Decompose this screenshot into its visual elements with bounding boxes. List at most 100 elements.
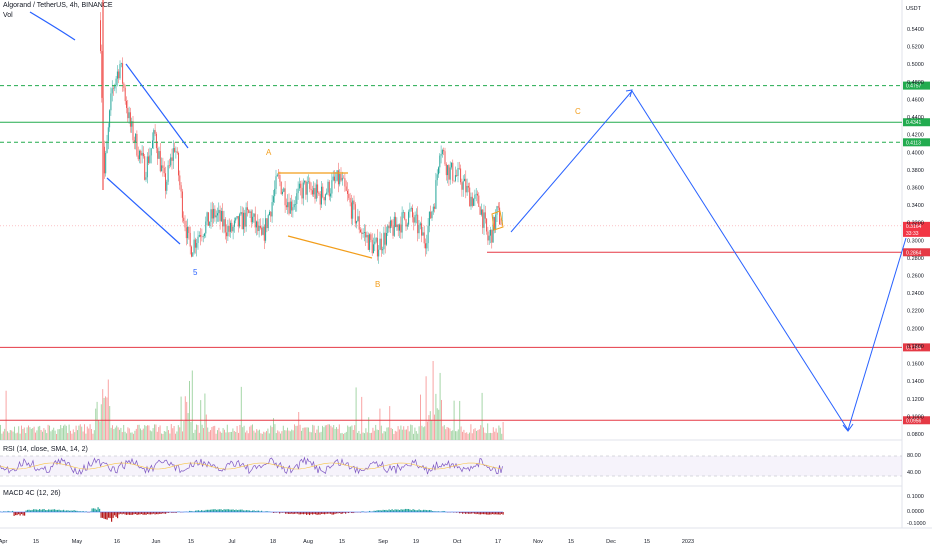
candle-body (350, 202, 352, 219)
volume-bar (134, 430, 136, 440)
candle-body (227, 226, 229, 237)
price-level-label: 0.4757 (906, 84, 922, 90)
macd-bar (78, 511, 80, 512)
macd-bar (306, 512, 308, 515)
macd-bar (46, 510, 48, 512)
volume-bar (411, 425, 413, 440)
candle-body (278, 174, 280, 176)
volume-bar (201, 424, 203, 440)
candle-body (461, 182, 463, 190)
macd-bar (214, 509, 216, 512)
volume-bar (442, 426, 444, 440)
volume-bar (390, 427, 392, 440)
candle-body (213, 208, 215, 219)
candle-body (176, 151, 178, 154)
volume-bar (501, 433, 503, 440)
volume-bar (326, 425, 328, 440)
volume-bar (109, 406, 111, 440)
volume-bar (57, 429, 59, 440)
candle-body (449, 167, 451, 180)
candle-body (107, 127, 109, 142)
macd-bar (159, 512, 161, 514)
candle-body (487, 231, 489, 241)
macd-bar (252, 510, 254, 512)
volume-bar (259, 429, 260, 440)
candle-body (175, 151, 177, 152)
volume-bar (127, 427, 129, 440)
macd-bar (276, 512, 278, 513)
candle-body (170, 157, 172, 166)
candle-body (321, 186, 322, 205)
candle-body (101, 51, 103, 98)
volume-bar (161, 433, 162, 440)
candle-body (348, 193, 350, 198)
macd-bar (259, 511, 261, 512)
candle-body (478, 195, 480, 207)
candle-body (334, 176, 335, 181)
candle-body (144, 156, 146, 180)
candle-body (477, 193, 478, 196)
volume-bar (256, 429, 258, 440)
volume-bar (156, 431, 158, 440)
volume-bar (226, 424, 228, 440)
price-level-badge (903, 138, 930, 147)
rsi-line (0, 456, 503, 475)
volume-bar (331, 427, 333, 440)
macd-bar (33, 509, 35, 512)
volume-bar (322, 425, 323, 440)
macd-bar (18, 512, 20, 515)
candle-body (187, 226, 189, 239)
candle-body (441, 150, 443, 155)
macd-bar (294, 512, 296, 514)
volume-bar (95, 408, 97, 440)
candle-body (267, 215, 269, 229)
macd-bar (118, 512, 120, 515)
volume-bar (334, 428, 336, 440)
volume-bar (498, 425, 500, 440)
macd-bar (132, 512, 134, 515)
price-tick-label: 0.4200 (907, 133, 924, 139)
volume-bar (289, 431, 291, 440)
candle-body (132, 121, 134, 141)
volume-bar (260, 433, 262, 440)
candle-body (214, 208, 216, 218)
volume-bar (410, 424, 412, 440)
macd-bar (363, 511, 365, 512)
candle-body (149, 155, 151, 163)
macd-bar (79, 511, 81, 512)
candle-body (388, 225, 390, 229)
macd-bar (319, 512, 321, 515)
candle-body (188, 226, 190, 233)
macd-bar (468, 512, 470, 514)
candle-body (159, 151, 161, 172)
candle-body (305, 180, 307, 195)
macd-bar (408, 508, 410, 512)
volume-bar (182, 431, 183, 440)
volume-bar (163, 430, 165, 440)
candle-body (341, 177, 343, 181)
volume-bar (488, 433, 490, 440)
candle-body (276, 174, 278, 177)
candle-body (105, 152, 107, 174)
macd-bar (483, 512, 485, 515)
candle-body (363, 232, 365, 233)
macd-bar (373, 510, 375, 512)
macd-bar (334, 512, 336, 514)
volume-bar (372, 427, 374, 440)
macd-bar (67, 510, 69, 512)
candle-body (480, 209, 482, 215)
macd-bar (487, 512, 489, 515)
macd-bar (217, 509, 219, 512)
volume-bar (385, 431, 386, 440)
candle-body (219, 209, 221, 222)
volume-bar (12, 431, 14, 440)
candle-body (166, 181, 168, 191)
macd-bar (411, 510, 413, 512)
volume-bar (429, 411, 431, 440)
volume-bar (333, 424, 335, 440)
candle-body (361, 232, 363, 234)
candle-body (193, 239, 195, 253)
candle-body (207, 212, 209, 226)
